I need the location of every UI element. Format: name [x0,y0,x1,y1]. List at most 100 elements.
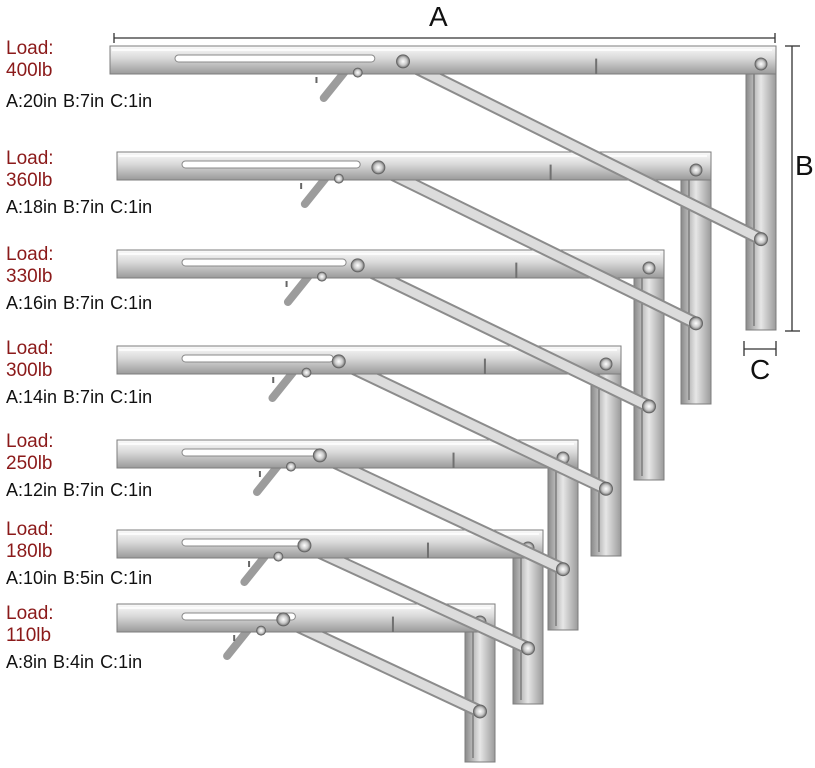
dim-c: C:1in [110,568,153,588]
rivet-icon [333,173,344,184]
rivet-icon [301,367,312,378]
load-value: 330lb [6,266,53,287]
dimension-label-b: B [795,150,814,181]
dim-c: C:1in [110,480,153,500]
dimensions-text: A:10in B:5in C:1in [6,567,158,589]
bracket-strut [315,450,568,574]
bracket-110lb [116,603,496,763]
dimensions-text: A:12in B:7in C:1in [6,479,158,501]
spec-block-330lb: Load: 330lb A:16in B:7in C:1in [6,244,158,314]
load-label: Load: [6,338,54,359]
rivet-icon [297,538,312,553]
bracket-strut [334,356,611,494]
bracket-250lb [116,439,579,631]
dim-a: A:18in [6,197,58,217]
dim-a: A:14in [6,387,58,407]
dim-a: A:8in [6,652,48,672]
spec-block-180lb: Load: 180lb A:10in B:5in C:1in [6,519,158,589]
dim-a: A:16in [6,293,58,313]
dim-a: A:10in [6,568,58,588]
spec-block-400lb: Load: 400lb A:20in B:7in C:1in [6,38,158,112]
bracket-strut [373,162,701,328]
dim-c: C:1in [110,197,153,217]
load-label: Load: [6,519,54,540]
dimension-label-c: C [750,354,771,385]
bracket-leg [680,151,712,405]
bracket-360lb [116,151,712,405]
dimension-label-a: A [429,1,448,32]
load-value: 300lb [6,360,53,381]
dim-b: B:7in [63,480,105,500]
rivet-icon [316,271,327,282]
load-label: Load: [6,38,54,59]
bracket-slot [181,448,321,457]
load-value: 360lb [6,170,53,191]
spec-block-110lb: Load: 110lb A:8in B:4in C:1in [6,603,148,673]
rivet-icon [276,612,291,627]
rivet-icon [689,163,703,177]
dim-b: B:7in [63,197,105,217]
bracket-330lb [116,249,665,481]
rivet-icon [350,258,365,273]
rivet-icon [754,232,768,247]
dimensions-text: A:20in B:7in C:1in [6,90,158,112]
load-label: Load: [6,148,54,169]
dim-c: C:1in [110,387,153,407]
bracket-leg [745,45,777,331]
rivet-icon [256,625,267,636]
spec-block-250lb: Load: 250lb A:12in B:7in C:1in [6,431,158,501]
dim-b: B:7in [63,387,105,407]
bracket-slot [181,538,311,547]
spec-block-300lb: Load: 300lb A:14in B:7in C:1in [6,338,158,408]
load-value: 180lb [6,541,53,562]
rivet-icon [689,316,703,331]
bracket-slot [181,258,347,267]
rivet-icon [754,57,768,71]
bracket-strut [278,614,485,716]
bracket-strut [398,56,766,244]
rivet-icon [273,551,284,562]
bracket-slot [181,612,296,621]
load-label: Load: [6,244,54,265]
dimensions-text: A:18in B:7in C:1in [6,196,158,218]
bracket-slot [181,354,334,363]
dim-c: C:1in [110,293,153,313]
rivet-icon [642,261,656,275]
load-label: Load: [6,603,54,624]
dim-b: B:4in [53,652,95,672]
dim-b: B:7in [63,293,105,313]
load-value: 250lb [6,453,53,474]
dimensions-text: A:8in B:4in C:1in [6,651,148,673]
bracket-slot [174,54,376,63]
rivet-icon [599,357,613,371]
bracket-strut [353,260,654,411]
dim-c: C:1in [110,91,153,111]
load-value: 400lb [6,60,53,81]
rivet-icon [556,562,570,577]
dim-c: C:1in [100,652,143,672]
dim-b: B:5in [63,568,105,588]
dim-b: B:7in [63,91,105,111]
load-value: 110lb [6,625,52,646]
bracket-180lb [116,529,544,705]
dim-a: A:20in [6,91,58,111]
rivet-icon [521,641,535,656]
spec-block-360lb: Load: 360lb A:18in B:7in C:1in [6,148,158,218]
load-label: Load: [6,431,54,452]
dimensions-text: A:16in B:7in C:1in [6,292,158,314]
rivet-icon [312,448,327,463]
bracket-300lb [116,345,622,557]
rivet-icon [352,67,363,78]
rivet-icon [642,399,656,414]
bracket-leg [633,249,665,481]
dim-a: A:12in [6,480,58,500]
rivet-icon [473,704,487,719]
rivet-icon [371,160,386,175]
bracket-400lb [109,45,777,331]
rivet-icon [285,461,296,472]
rivet-icon [396,54,411,69]
rivet-icon [599,481,613,496]
dimensions-text: A:14in B:7in C:1in [6,386,158,408]
